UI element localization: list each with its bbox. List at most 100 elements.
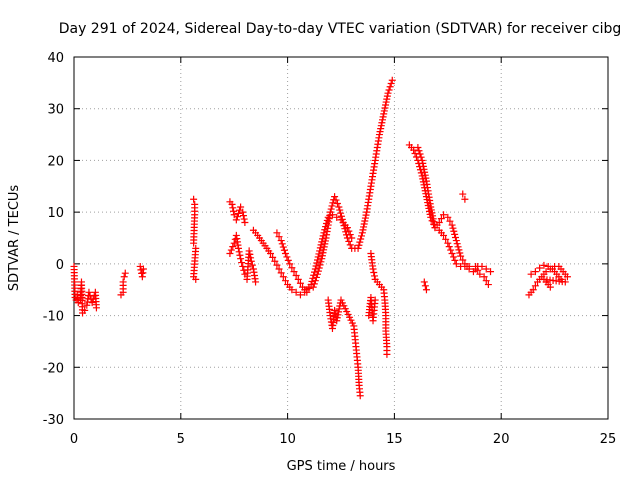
data-point (358, 229, 366, 237)
data-point-fill (292, 271, 300, 279)
data-point-fill (421, 168, 429, 176)
data-point-fill (283, 253, 291, 261)
data-point (448, 250, 456, 258)
data-point (81, 306, 89, 314)
data-point (388, 76, 396, 84)
data-point (422, 286, 430, 294)
data-point (356, 392, 364, 400)
data-point (427, 203, 435, 211)
data-point (190, 239, 198, 247)
data-point (444, 213, 452, 221)
data-point-fill (453, 240, 461, 248)
data-point (529, 286, 537, 294)
data-point-fill (342, 228, 350, 236)
data-point-fill (345, 227, 353, 235)
data-point-fill (531, 282, 539, 290)
data-point (252, 278, 260, 286)
data-point-fill (378, 116, 386, 124)
x-axis-label: GPS time / hours (287, 459, 396, 474)
data-point (247, 257, 255, 265)
data-point-fill (229, 207, 237, 215)
plot-frame (73, 56, 609, 420)
data-point-fill (240, 215, 248, 223)
data-point-fill (335, 305, 343, 313)
data-point-fill (386, 83, 394, 91)
data-point (292, 288, 300, 296)
data-point-fill (335, 308, 343, 316)
data-point-fill (234, 209, 242, 217)
data-point-fill (280, 246, 288, 254)
data-point-fill (317, 258, 325, 266)
data-point-fill (416, 150, 424, 158)
data-point-fill (319, 249, 327, 257)
data-point-fill (445, 243, 453, 251)
data-point (544, 262, 552, 270)
y-tick-label: -10 (43, 310, 64, 325)
data-point-fill (419, 159, 427, 167)
data-point-fill (358, 232, 366, 240)
data-point (487, 268, 495, 276)
x-tick-label: 15 (386, 432, 403, 447)
data-point (237, 255, 245, 263)
data-point-fill (446, 217, 454, 225)
data-point-fill (340, 222, 348, 230)
data-point (271, 257, 279, 265)
data-point (234, 244, 242, 252)
data-point (563, 273, 571, 281)
data-point-fill (420, 165, 428, 173)
data-point-fill (278, 240, 286, 248)
data-point (418, 172, 426, 180)
data-point-fill (312, 273, 320, 281)
data-point (119, 278, 127, 286)
data-point (303, 288, 311, 296)
data-point (331, 306, 339, 314)
data-point (277, 237, 285, 245)
data-point (339, 218, 347, 226)
data-point-fill (229, 243, 237, 251)
data-point (226, 250, 234, 258)
data-point-fill (381, 104, 389, 112)
data-point-fill (454, 243, 462, 251)
data-point (375, 131, 383, 139)
data-point-fill (378, 119, 386, 127)
data-point-fill (430, 218, 438, 226)
series-arc-4 (136, 262, 147, 281)
data-point-fill (296, 279, 304, 287)
data-point-fill (376, 128, 384, 136)
data-point (457, 252, 465, 260)
series-arc-11 (324, 293, 379, 400)
data-point (431, 224, 439, 232)
data-point (245, 247, 253, 255)
data-point-fill (332, 196, 340, 204)
chart-title: Day 291 of 2024, Sidereal Day-to-day VTE… (59, 21, 622, 37)
data-point-fill (248, 261, 256, 269)
data-point (120, 273, 128, 281)
series-arc-14 (414, 144, 473, 270)
data-point (480, 273, 488, 281)
data-point-fill (456, 249, 464, 257)
data-point-fill (379, 113, 387, 121)
data-point-fill (417, 153, 425, 161)
data-point (354, 244, 362, 252)
series-arc-3 (117, 269, 129, 299)
data-point (448, 221, 456, 229)
data-point-fill (321, 240, 329, 248)
data-point (461, 195, 469, 203)
data-point-fill (284, 256, 292, 264)
data-point-fill (447, 246, 455, 254)
data-point-fill (421, 282, 429, 290)
data-point-fill (419, 162, 427, 170)
data-point-fill (359, 226, 367, 234)
data-point-fill (288, 264, 296, 272)
data-point (333, 317, 341, 325)
data-point-fill (327, 205, 335, 213)
data-point (241, 218, 249, 226)
data-point-fill (336, 206, 344, 214)
data-point (335, 203, 343, 211)
data-point (190, 195, 198, 203)
data-point-fill (361, 214, 369, 222)
series-arc-13 (405, 141, 495, 276)
data-point (452, 237, 460, 245)
data-point (440, 231, 448, 239)
